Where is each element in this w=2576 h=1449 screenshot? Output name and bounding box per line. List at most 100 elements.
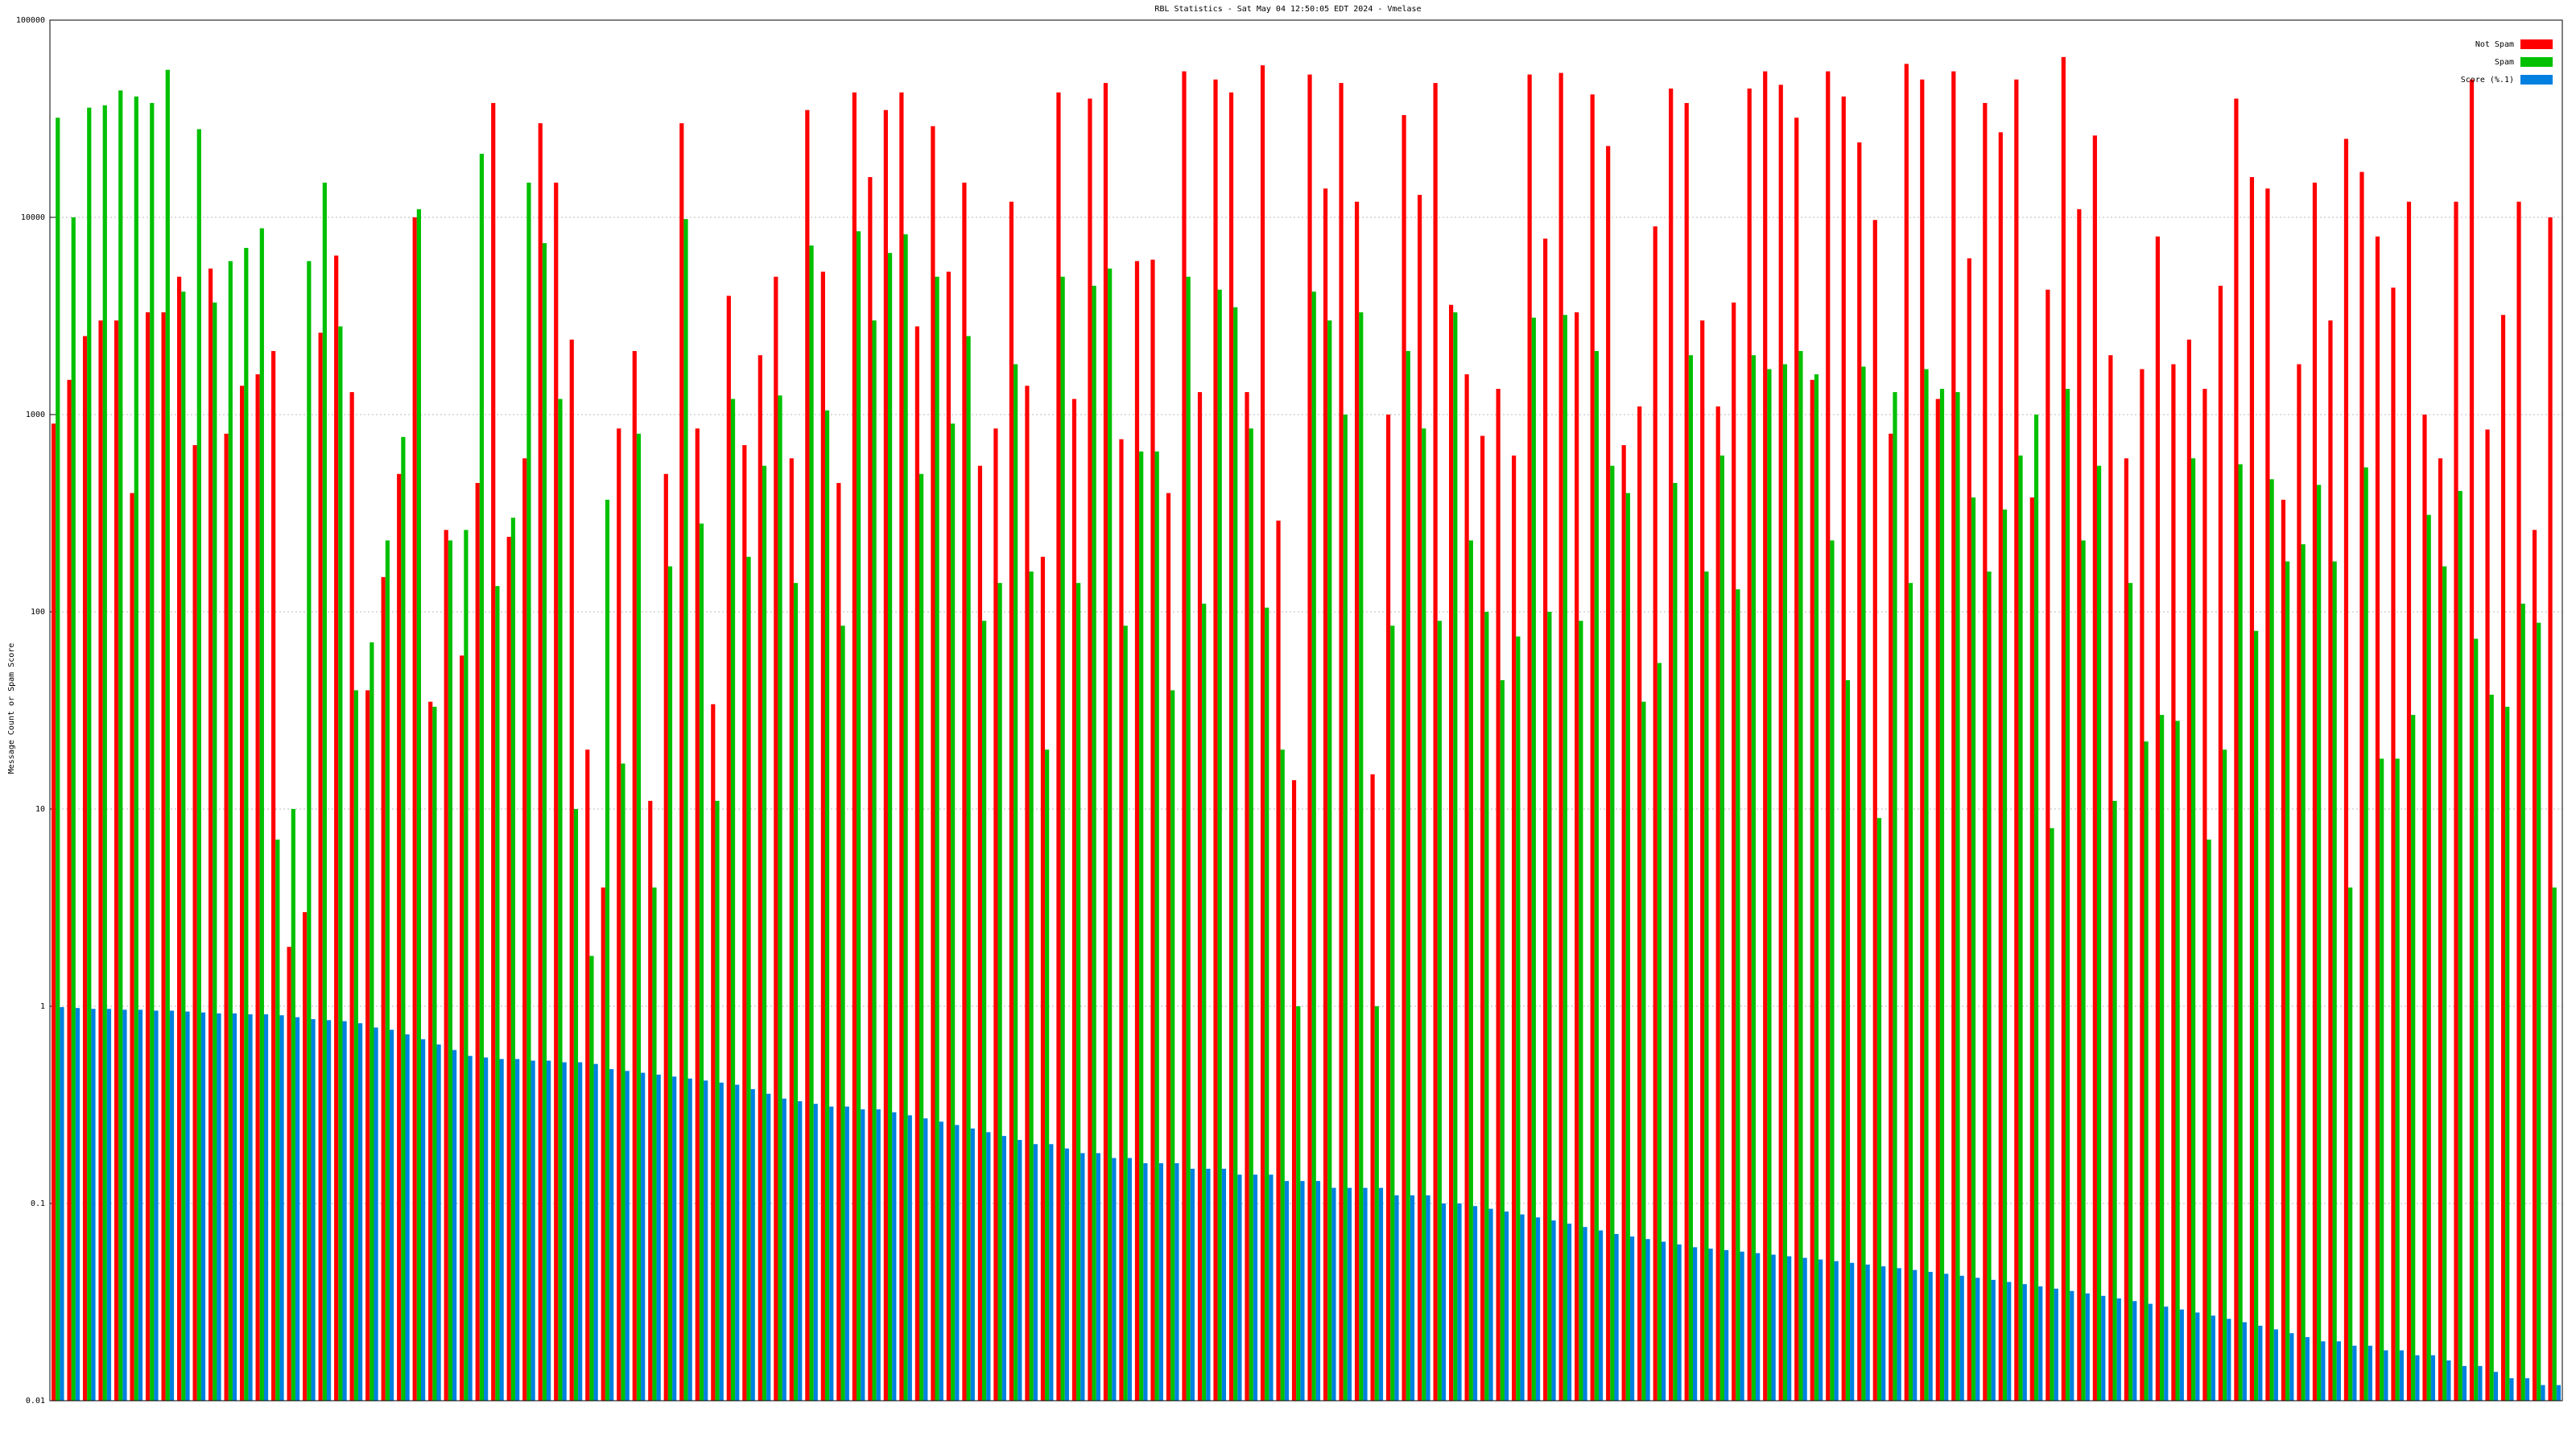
bar	[2352, 1345, 2357, 1401]
bar	[652, 887, 657, 1401]
bar	[558, 398, 563, 1401]
bar	[824, 410, 830, 1402]
bar	[436, 1044, 441, 1401]
bar	[993, 428, 998, 1401]
bar	[605, 499, 610, 1402]
bar	[970, 1128, 975, 1401]
bar	[962, 182, 967, 1401]
bar	[766, 1093, 771, 1401]
bar	[468, 1055, 473, 1401]
bar	[1504, 1212, 1509, 1401]
bar	[2458, 490, 2462, 1402]
bar	[883, 109, 888, 1401]
bar	[491, 102, 496, 1402]
bar	[1908, 583, 1913, 1401]
bar	[1480, 436, 1485, 1402]
bar	[1500, 679, 1505, 1401]
bar	[813, 1104, 818, 1401]
bar	[2359, 171, 2364, 1401]
bar	[1363, 1187, 1368, 1401]
bar	[872, 320, 877, 1402]
bar	[2164, 1307, 2169, 1401]
bar	[1170, 690, 1175, 1401]
bar	[1166, 493, 1171, 1401]
bar	[114, 320, 119, 1402]
bar	[452, 1050, 457, 1401]
bar	[1119, 439, 1124, 1401]
bar	[1092, 285, 1096, 1402]
bar	[641, 1072, 646, 1401]
bar	[1865, 1264, 1870, 1401]
bar	[279, 1015, 284, 1401]
bar	[2281, 499, 2286, 1402]
bar	[1127, 1158, 1132, 1401]
bar	[1700, 320, 1705, 1402]
bar	[303, 912, 308, 1401]
bar	[2391, 287, 2396, 1401]
bar	[1708, 1249, 1713, 1401]
bar	[2406, 201, 2412, 1402]
bar	[1013, 364, 1018, 1401]
bar	[1190, 1168, 1195, 1401]
bar	[369, 642, 374, 1401]
bar	[695, 428, 700, 1401]
bar	[208, 268, 213, 1402]
bar	[185, 1011, 190, 1401]
bar	[2186, 339, 2192, 1401]
bar	[935, 276, 939, 1402]
bar	[2474, 638, 2479, 1401]
bar	[1579, 621, 1583, 1401]
bar	[2384, 1350, 2388, 1401]
bar	[1688, 355, 1694, 1401]
bar	[569, 339, 574, 1401]
bar	[118, 90, 123, 1401]
bar	[349, 392, 354, 1402]
bar	[1625, 493, 1630, 1401]
bar	[365, 690, 370, 1401]
bar	[2297, 364, 2301, 1401]
bar	[1583, 1227, 1587, 1401]
bar	[2227, 1319, 2231, 1401]
bar	[609, 1069, 614, 1401]
bar	[1040, 556, 1046, 1402]
bar	[1653, 226, 1657, 1401]
bar	[951, 423, 956, 1401]
bar	[907, 1115, 912, 1401]
bar	[2202, 389, 2207, 1401]
bar	[1174, 1162, 1179, 1401]
bar	[562, 1062, 567, 1401]
bar	[683, 219, 688, 1401]
bar	[448, 540, 453, 1401]
bar	[1897, 1268, 1901, 1401]
bar	[1924, 369, 1929, 1401]
bar	[1998, 132, 2003, 1401]
legend-label: Score (%.1)	[2461, 76, 2514, 85]
bar	[318, 332, 323, 1401]
bar	[1206, 1168, 1211, 1401]
bar	[2211, 1315, 2215, 1401]
bar	[1719, 455, 1725, 1401]
bar	[522, 458, 527, 1401]
bar	[1684, 102, 1689, 1402]
bar	[1567, 1224, 1572, 1401]
bar	[899, 92, 904, 1401]
bar	[966, 336, 971, 1402]
bar	[1614, 1233, 1619, 1401]
bar	[2218, 285, 2223, 1402]
bar	[2238, 464, 2243, 1402]
bar	[67, 379, 72, 1401]
bar	[1323, 188, 1328, 1402]
bar	[1112, 1158, 1117, 1401]
bar	[2249, 176, 2255, 1401]
bar	[1558, 72, 1563, 1402]
bar	[2096, 465, 2102, 1402]
bar	[750, 1088, 755, 1401]
bar	[578, 1062, 583, 1401]
bar	[2038, 1286, 2043, 1401]
bar	[1296, 1006, 1301, 1401]
bar	[1944, 1274, 1949, 1401]
bar	[1512, 455, 1517, 1401]
bar	[1590, 94, 1595, 1401]
bar	[1987, 571, 1992, 1401]
